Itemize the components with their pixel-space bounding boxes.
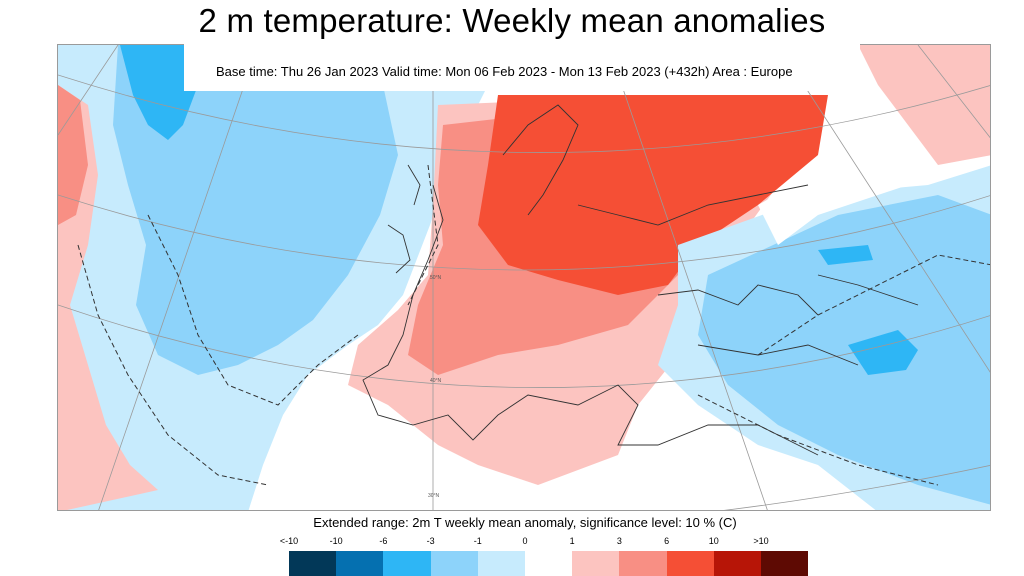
anomaly-map[interactable]: 50°N 40°N 30°N — [57, 44, 991, 511]
colorbar-swatch — [383, 551, 431, 576]
colorbar — [289, 551, 809, 576]
map-canvas: 50°N 40°N 30°N — [58, 45, 990, 510]
colorbar-tick-label: 10 — [708, 536, 719, 546]
colorbar-tick-label: -10 — [329, 536, 343, 546]
colorbar-swatch — [713, 551, 761, 576]
north-east-warm — [858, 45, 990, 165]
colorbar-swatch — [336, 551, 384, 576]
colorbar-tick-label: 6 — [664, 536, 670, 546]
lat-label-40: 40°N — [430, 378, 442, 384]
graticule — [58, 45, 990, 510]
colorbar-tick-label: >10 — [753, 536, 769, 546]
subtitle: Base time: Thu 26 Jan 2023 Valid time: M… — [216, 64, 793, 79]
subtitle-background — [184, 44, 860, 91]
colorbar-swatch — [430, 551, 478, 576]
colorbar-tick-label: 3 — [616, 536, 622, 546]
coastlines — [362, 104, 919, 456]
greenland-strong-cold — [120, 45, 198, 140]
colorbar-swatch — [760, 551, 809, 576]
colorbar-tick-label: -6 — [379, 536, 388, 546]
lat-label-30: 30°N — [428, 493, 440, 499]
colorbar-ticks: <-10 -10 -6 -3 -1 0 1 3 6 10 >10 — [0, 536, 1024, 548]
greenland-warm — [58, 85, 88, 225]
colorbar-tick-label: -1 — [473, 536, 482, 546]
scandinavia-russia-strong-warm — [478, 95, 828, 295]
colorbar-swatch — [619, 551, 667, 576]
colorbar-swatch — [524, 551, 573, 576]
colorbar-tick-label: 0 — [522, 536, 528, 546]
west-atlantic-warm — [58, 85, 158, 510]
atlantic-core-anomaly — [113, 45, 398, 375]
colorbar-tick-label: -3 — [426, 536, 435, 546]
colorbar-swatch — [666, 551, 714, 576]
colorbar-swatch — [572, 551, 620, 576]
kazakh-strong-cold — [818, 245, 873, 265]
colorbar-tick-label: <-10 — [279, 536, 299, 546]
significance-contours — [77, 164, 990, 486]
east-neutral — [758, 125, 938, 245]
colorbar-swatch — [477, 551, 525, 576]
colorbar-tick-label: 1 — [569, 536, 575, 546]
lat-label-50: 50°N — [430, 275, 442, 281]
chart-title: 2 m temperature: Weekly mean anomalies — [198, 2, 826, 39]
colorbar-caption: Extended range: 2m T weekly mean anomaly… — [313, 515, 737, 530]
middle-east-core-cold — [698, 195, 990, 505]
colorbar-swatch — [289, 551, 337, 576]
